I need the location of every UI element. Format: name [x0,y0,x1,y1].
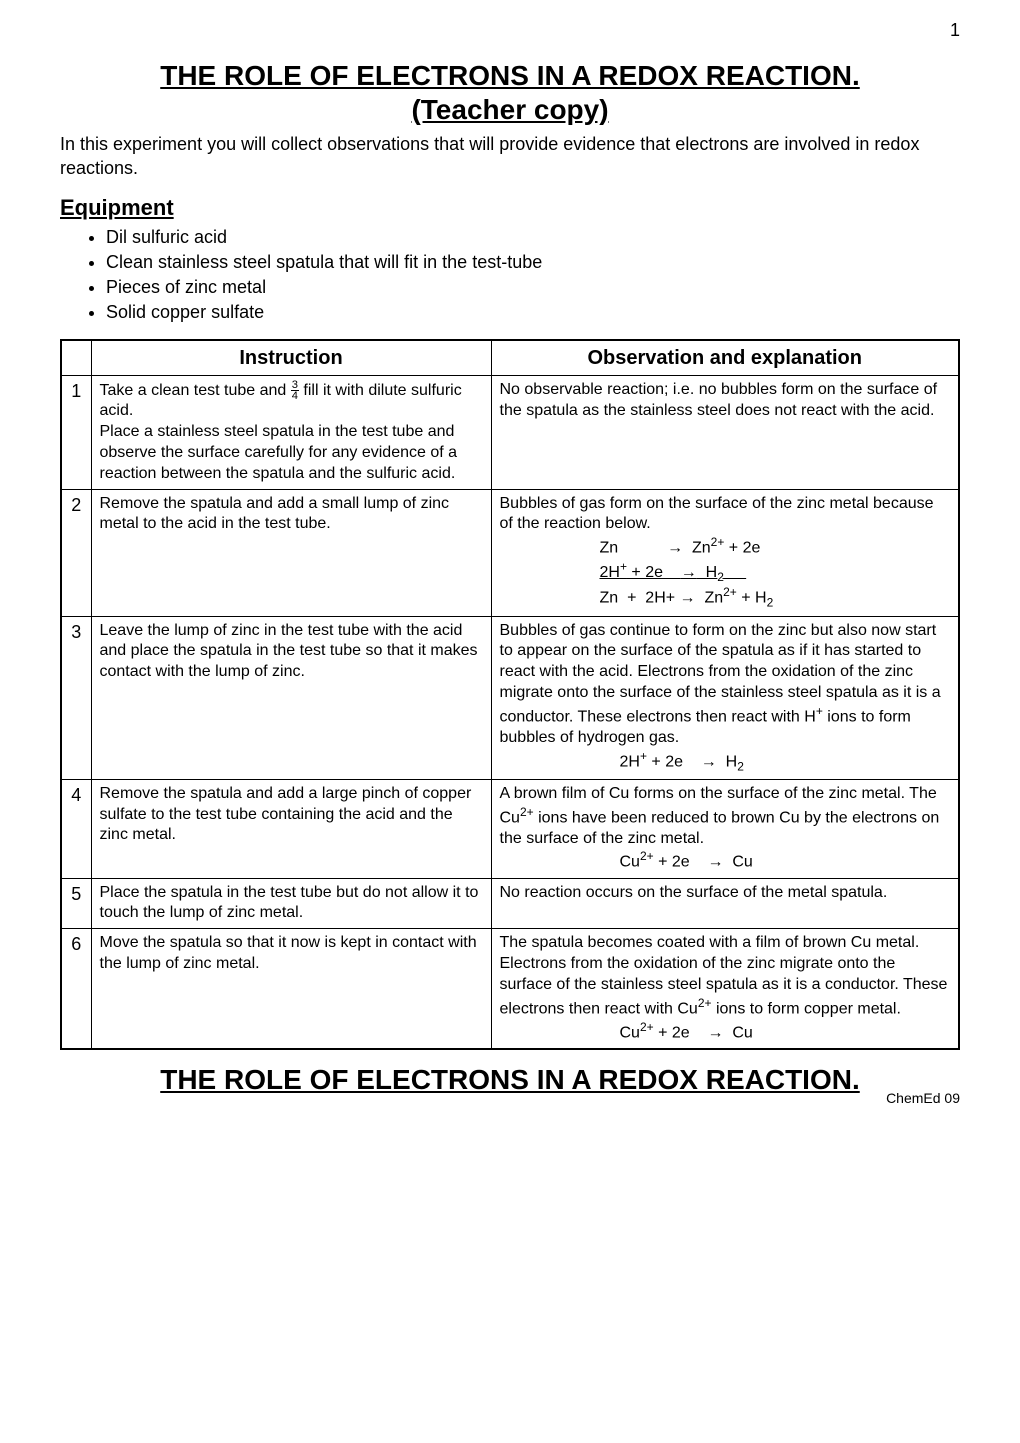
instruction-observation-table: Instruction Observation and explanation … [60,339,960,1050]
list-item: Pieces of zinc metal [106,275,960,299]
table-row: 1 Take a clean test tube and 34 fill it … [61,375,959,489]
instruction-cell: Remove the spatula and add a large pinch… [91,779,491,878]
list-item: Clean stainless steel spatula that will … [106,250,960,274]
equipment-list: Dil sulfuric acid Clean stainless steel … [60,225,960,325]
table-row: 5 Place the spatula in the test tube but… [61,878,959,929]
instruction-cell: Move the spatula so that it now is kept … [91,929,491,1049]
page-number: 1 [950,20,960,41]
row-number: 3 [61,616,91,779]
observation-cell: Bubbles of gas form on the surface of th… [491,489,959,616]
instruction-cell: Place the spatula in the test tube but d… [91,878,491,929]
table-row: 3 Leave the lump of zinc in the test tub… [61,616,959,779]
observation-cell: The spatula becomes coated with a film o… [491,929,959,1049]
list-item: Solid copper sulfate [106,300,960,324]
observation-cell: No observable reaction; i.e. no bubbles … [491,375,959,489]
intro-paragraph: In this experiment you will collect obse… [60,132,960,181]
list-item: Dil sulfuric acid [106,225,960,249]
instruction-cell: Remove the spatula and add a small lump … [91,489,491,616]
table-header-num [61,340,91,376]
table-row: 6 Move the spatula so that it now is kep… [61,929,959,1049]
footer-credit: ChemEd 09 [886,1090,960,1106]
footer-title: THE ROLE OF ELECTRONS IN A REDOX REACTIO… [60,1064,960,1096]
table-header-observation: Observation and explanation [491,340,959,376]
table-row: 2 Remove the spatula and add a small lum… [61,489,959,616]
row-number: 6 [61,929,91,1049]
row-number: 5 [61,878,91,929]
observation-cell: Bubbles of gas continue to form on the z… [491,616,959,779]
table-header-instruction: Instruction [91,340,491,376]
instruction-cell: Leave the lump of zinc in the test tube … [91,616,491,779]
row-number: 4 [61,779,91,878]
page-title: THE ROLE OF ELECTRONS IN A REDOX REACTIO… [60,60,960,92]
table-row: 4 Remove the spatula and add a large pin… [61,779,959,878]
row-number: 1 [61,375,91,489]
observation-cell: No reaction occurs on the surface of the… [491,878,959,929]
row-number: 2 [61,489,91,616]
equipment-heading: Equipment [60,195,960,221]
instruction-cell: Take a clean test tube and 34 fill it wi… [91,375,491,489]
page-subtitle: (Teacher copy) [60,94,960,126]
observation-cell: A brown film of Cu forms on the surface … [491,779,959,878]
